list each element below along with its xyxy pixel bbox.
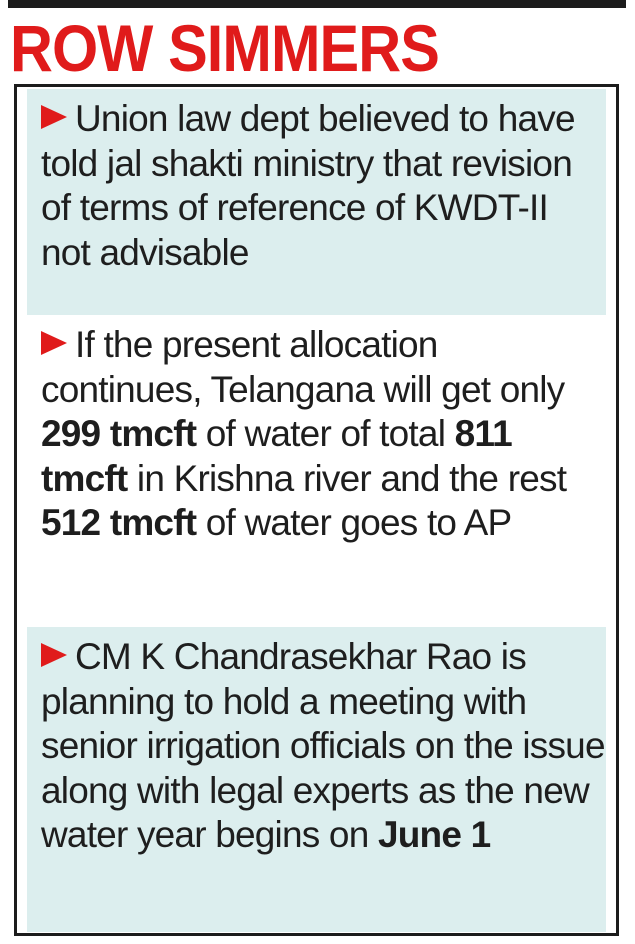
bullet-text: CM K Chandrasekhar Rao is planning to ho… [41,636,606,855]
fact-box: Union law dept believed to have told jal… [14,84,619,936]
bullet-item-law-dept: Union law dept believed to have told jal… [27,89,606,315]
red-arrowhead-icon [41,331,67,355]
red-arrowhead-icon [41,643,67,667]
bold-figure: 299 tmcft [41,413,197,454]
red-arrowhead-icon [41,105,67,129]
bold-figure: 512 tmcft [41,502,197,543]
bullet-text: of water goes to AP [196,502,512,543]
bullet-item-cm-meeting: CM K Chandrasekhar Rao is planning to ho… [27,627,606,932]
headline: ROW SIMMERS [10,11,440,85]
bullet-text: If the present allocation continues, Tel… [41,324,565,410]
top-rule [8,0,626,8]
bullet-item-allocation: If the present allocation continues, Tel… [27,315,606,627]
bold-figure: 811 tmcft [41,413,513,499]
bullet-text: in Krishna river and the rest [127,457,567,499]
bullet-text: Union law dept believed to have told jal… [41,98,576,273]
bold-date: June 1 [377,814,491,855]
bullet-text: of water of total [196,413,455,454]
